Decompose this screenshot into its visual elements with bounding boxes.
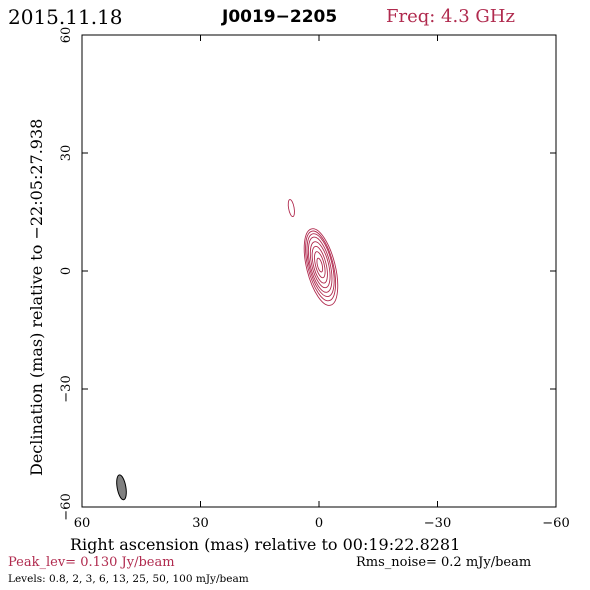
beam-ellipse	[116, 474, 127, 501]
y-tick-label: −60	[59, 493, 74, 520]
core-contour-6	[311, 245, 328, 284]
axis-ticks	[81, 34, 557, 508]
x-tick-label: 30	[192, 516, 209, 531]
observation-date: 2015.11.18	[8, 5, 123, 29]
y-tick-label: 60	[59, 27, 74, 44]
core-contour-7	[314, 251, 326, 279]
contour-levels: Levels: 0.8, 2, 3, 6, 13, 25, 50, 100 mJ…	[8, 573, 249, 585]
core-contour-5	[309, 241, 331, 289]
frequency-label: Freq: 4.3 GHz	[386, 6, 515, 27]
peak-level: Peak_lev= 0.130 Jy/beam	[8, 555, 175, 570]
rms-noise: Rms_noise= 0.2 mJy/beam	[356, 555, 531, 570]
x-tick-label: −60	[542, 516, 569, 531]
axis-tick-labels: 60 30 0 −30 −60 −60 −30 0 30 60	[59, 27, 570, 531]
core-contour-1	[303, 228, 339, 306]
plot-frame	[81, 34, 557, 508]
core-contour-3	[306, 233, 335, 297]
x-tick-label: 0	[315, 516, 323, 531]
core-contour-4	[307, 236, 333, 293]
y-tick-label: −30	[59, 375, 74, 402]
x-tick-label: −30	[424, 516, 451, 531]
core-contour-8	[316, 257, 324, 273]
y-tick-label: 30	[59, 145, 74, 162]
source-name: J0019−2205	[221, 7, 337, 27]
beam-ellipse-group	[116, 474, 127, 501]
contour-lines	[287, 199, 339, 306]
x-axis-label: Right ascension (mas) relative to 00:19:…	[70, 535, 460, 554]
jet_knot-contour-1	[287, 199, 295, 218]
y-axis-label: Declination (mas) relative to −22:05:27.…	[27, 119, 46, 476]
y-tick-label: 0	[59, 267, 74, 275]
x-tick-label: 60	[74, 516, 91, 531]
core-contour-2	[305, 230, 337, 302]
